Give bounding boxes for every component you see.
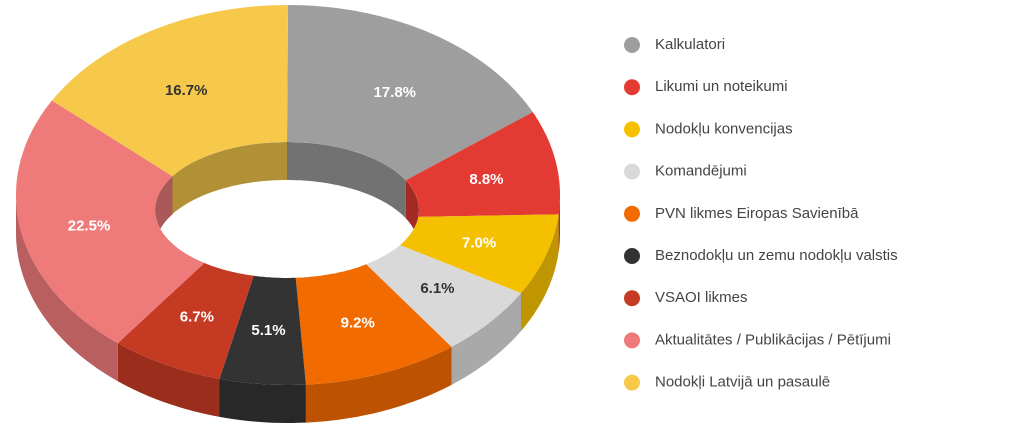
tops xyxy=(16,5,560,385)
slice xyxy=(405,112,560,217)
legend-label: PVN likmes Eiropas Savienībā xyxy=(655,205,859,222)
legend-swatch xyxy=(624,248,640,264)
data-label: 9.2% xyxy=(341,314,375,331)
legend-swatch xyxy=(624,37,640,53)
legend-swatch xyxy=(624,205,640,222)
slice-side xyxy=(219,378,306,423)
legend-label: Nodokļu konvencijas xyxy=(655,120,793,137)
legend-swatch xyxy=(624,121,640,138)
data-label: 6.1% xyxy=(420,280,454,297)
slice xyxy=(295,264,452,385)
slice-side xyxy=(16,195,118,382)
slice xyxy=(52,5,288,177)
legend-swatch xyxy=(624,374,640,391)
legend-swatch xyxy=(624,332,640,349)
sides xyxy=(16,195,560,423)
legend-label: Komandējumi xyxy=(655,163,747,180)
slice-side xyxy=(451,293,521,385)
data-label: 6.7% xyxy=(180,309,214,326)
data-label: 5.1% xyxy=(251,322,285,339)
slice xyxy=(287,5,533,181)
slice-side xyxy=(558,195,560,253)
legend-label: Likumi un noteikumi xyxy=(655,78,788,95)
slice-side xyxy=(521,214,559,332)
legend-label: Beznodokļu un zemu nodokļu valstis xyxy=(655,247,898,264)
legend-label: VSAOI likmes xyxy=(655,289,748,306)
slice xyxy=(400,214,559,294)
slice-inner-wall xyxy=(172,142,287,215)
data-label: 17.8% xyxy=(373,84,416,101)
legend-label: Kalkulatori xyxy=(655,36,725,53)
slice xyxy=(16,100,205,344)
legend-label: Nodokļi Latvijā un pasaulē xyxy=(655,374,830,391)
slice xyxy=(366,245,521,347)
data-label: 8.8% xyxy=(469,171,503,188)
slice xyxy=(219,275,306,385)
slice-inner-wall xyxy=(287,142,406,219)
slice-inner-wall xyxy=(405,180,419,255)
slice-side xyxy=(305,346,452,423)
legend: Kalkulatori Likumi un noteikumi Nodokļu ko… xyxy=(624,36,898,391)
slice xyxy=(117,263,254,379)
legend-swatch xyxy=(624,163,640,180)
slice-side xyxy=(117,343,220,417)
data-label: 7.0% xyxy=(462,234,496,251)
legend-swatch xyxy=(624,79,640,96)
data-label: 22.5% xyxy=(68,217,111,234)
legend-swatch xyxy=(624,290,640,307)
labels: 17.8% 8.8% 7.0% 6.1% 9.2% 5.1% 6.7% 22.5% 16.7% xyxy=(68,82,504,339)
data-label: 16.7% xyxy=(165,82,208,99)
legend-label: Aktualitātes / Publikācijas / Pētījumi xyxy=(655,331,891,348)
